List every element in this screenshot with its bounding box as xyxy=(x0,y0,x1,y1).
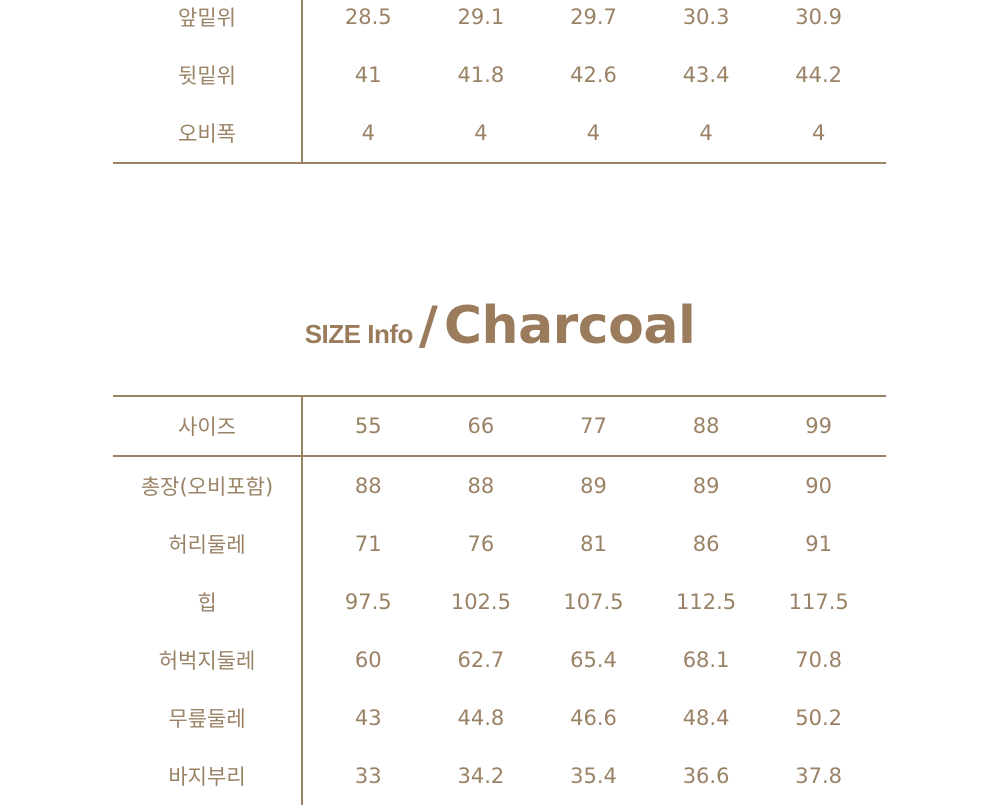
table-cell: 4 xyxy=(699,121,713,145)
table-cell: 34.2 xyxy=(457,764,505,788)
table-cell: 28.5 xyxy=(344,5,392,29)
section-title: SIZE Info / Charcoal xyxy=(0,296,1000,356)
table-cell: 107.5 xyxy=(563,590,624,614)
header-cell: 66 xyxy=(467,414,495,438)
table-cell: 37.8 xyxy=(795,764,843,788)
table-cell: 48.4 xyxy=(682,706,730,730)
row-label: 바지부리 xyxy=(113,747,303,805)
table-cell: 29.7 xyxy=(570,5,617,29)
table-cell: 35.4 xyxy=(570,764,617,788)
size-table-previous: 앞밑위 28.5 29.1 29.7 30.3 30.9 뒷밑위 41 41.8… xyxy=(113,0,886,164)
table-cell: 30.3 xyxy=(682,5,730,29)
row-label: 무릎둘레 xyxy=(113,689,303,747)
table-cell: 43.4 xyxy=(682,63,730,87)
table-cell: 50.2 xyxy=(795,706,843,730)
table-cell: 81 xyxy=(580,532,607,556)
header-cell: 99 xyxy=(805,414,833,438)
table-cell: 41.8 xyxy=(457,63,505,87)
table-row: 뒷밑위 41 41.8 42.6 43.4 44.2 xyxy=(113,46,886,104)
table-row: 총장(오비포함) 88 88 89 89 90 xyxy=(113,457,886,515)
table-header-row: 사이즈 55 66 77 88 99 xyxy=(113,397,886,457)
row-label: 앞밑위 xyxy=(113,0,303,46)
header-cell: 77 xyxy=(580,414,607,438)
table-row: 허벅지둘레 60 62.7 65.4 68.1 70.8 xyxy=(113,631,886,689)
row-label: 오비폭 xyxy=(113,104,303,162)
table-cell: 62.7 xyxy=(457,648,505,672)
table-cell: 91 xyxy=(805,532,833,556)
table-cell: 86 xyxy=(692,532,720,556)
table-cell: 43 xyxy=(354,706,382,730)
table-cell: 89 xyxy=(692,474,720,498)
table-row: 무릎둘레 43 44.8 46.6 48.4 50.2 xyxy=(113,689,886,747)
table-cell: 117.5 xyxy=(788,590,849,614)
table-cell: 33 xyxy=(354,764,382,788)
row-label: 총장(오비포함) xyxy=(113,457,303,515)
table-row: 허리둘레 71 76 81 86 91 xyxy=(113,515,886,573)
row-label: 뒷밑위 xyxy=(113,46,303,104)
table-cell: 90 xyxy=(805,474,833,498)
table-cell: 60 xyxy=(354,648,382,672)
header-cell: 55 xyxy=(354,414,382,438)
table-cell: 68.1 xyxy=(682,648,730,672)
table-row: 오비폭 4 4 4 4 4 xyxy=(113,104,886,164)
size-table-charcoal: 사이즈 55 66 77 88 99 총장(오비포함) 88 88 89 89 … xyxy=(113,395,886,805)
table-cell: 97.5 xyxy=(344,590,392,614)
table-cell: 4 xyxy=(586,121,601,145)
title-small: SIZE Info xyxy=(304,319,414,349)
table-row: 바지부리 33 34.2 35.4 36.6 37.8 xyxy=(113,747,886,805)
table-cell: 30.9 xyxy=(795,5,843,29)
header-cell: 88 xyxy=(692,414,720,438)
table-cell: 4 xyxy=(474,121,488,145)
table-cell: 65.4 xyxy=(570,648,617,672)
table-cell: 41 xyxy=(354,63,382,87)
table-cell: 112.5 xyxy=(676,590,737,614)
table-row: 앞밑위 28.5 29.1 29.7 30.3 30.9 xyxy=(113,0,886,46)
table-cell: 76 xyxy=(467,532,495,556)
table-cell: 71 xyxy=(354,532,382,556)
title-color-name: Charcoal xyxy=(443,296,696,356)
table-cell: 29.1 xyxy=(457,5,505,29)
row-label: 허벅지둘레 xyxy=(113,631,303,689)
table-cell: 44.2 xyxy=(795,63,843,87)
row-label: 힙 xyxy=(113,573,303,631)
table-cell: 88 xyxy=(354,474,382,498)
table-cell: 4 xyxy=(361,121,375,145)
header-label: 사이즈 xyxy=(113,397,303,455)
table-row: 힙 97.5 102.5 107.5 112.5 117.5 xyxy=(113,573,886,631)
table-cell: 46.6 xyxy=(570,706,617,730)
table-cell: 4 xyxy=(811,121,826,145)
table-cell: 102.5 xyxy=(450,590,511,614)
table-cell: 89 xyxy=(580,474,607,498)
table-cell: 42.6 xyxy=(570,63,617,87)
table-cell: 44.8 xyxy=(457,706,505,730)
row-label: 허리둘레 xyxy=(113,515,303,573)
table-cell: 70.8 xyxy=(795,648,843,672)
title-slash: / xyxy=(418,296,438,356)
table-cell: 88 xyxy=(467,474,495,498)
table-cell: 36.6 xyxy=(682,764,730,788)
